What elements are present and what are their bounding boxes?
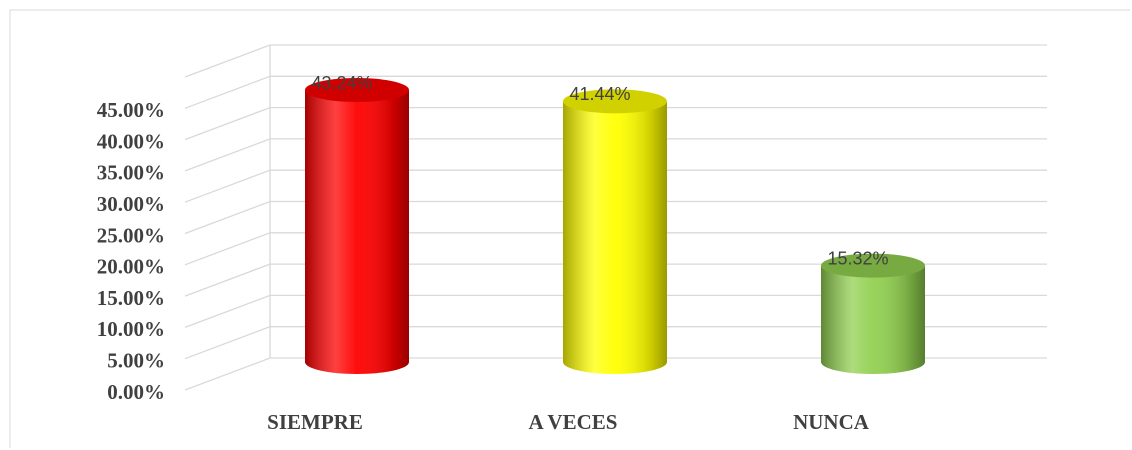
grid-line [184,326,1047,360]
grid-line [184,232,1047,266]
grid-line [184,75,1047,109]
grid-line [184,263,1047,297]
bar [563,89,667,374]
y-tick-label: 35.00% [97,161,165,185]
grid-line [184,106,1047,141]
data-label: 41.44% [569,84,630,104]
x-tick-label: SIEMPRE [267,410,363,434]
bar [821,253,925,374]
bar [305,78,409,375]
y-tick-label: 30.00% [97,192,165,216]
y-tick-label: 25.00% [97,223,165,247]
data-label: 43.24% [311,73,372,93]
grid-line [184,357,1047,391]
grid-line [184,294,1047,329]
y-tick-label: 0.00% [107,380,165,404]
y-tick-label: 5.00% [107,349,165,373]
data-label: 15.32% [827,248,888,268]
frame [9,9,1130,448]
x-tick-label: A VECES [529,410,618,434]
y-tick-label: 15.00% [97,286,165,310]
x-tick-label: NUNCA [793,410,870,434]
grid-line [184,169,1047,203]
grid-line [184,200,1047,235]
y-tick-label: 40.00% [97,129,165,153]
y-tick-label: 45.00% [97,98,165,122]
y-tick-label: 10.00% [97,317,165,341]
grid-line [184,138,1047,172]
y-tick-label: 20.00% [97,255,165,279]
